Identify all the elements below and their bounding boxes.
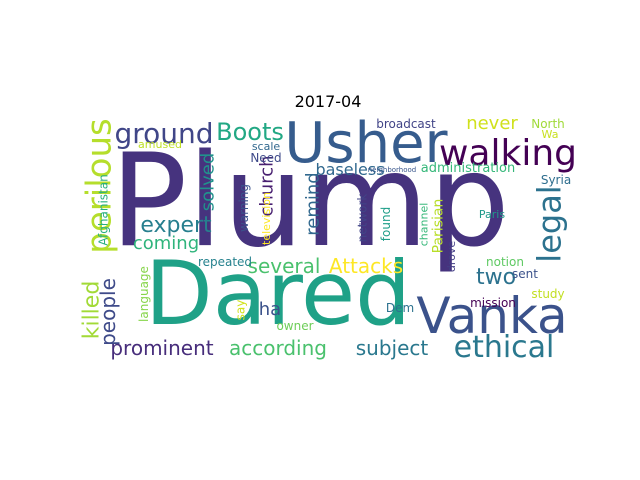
cloud-word: owner [276, 319, 314, 333]
cloud-word: amused [138, 137, 182, 151]
cloud-word: Plump [110, 127, 510, 276]
cloud-word: prominent [110, 336, 214, 360]
cloud-word: scale [251, 139, 281, 153]
cloud-word: never [466, 116, 518, 134]
cloud-word: remind [302, 172, 324, 236]
cloud-word: North [531, 117, 565, 131]
cloud-word: Syria [540, 173, 572, 187]
cloud-word: Usher [284, 116, 448, 176]
cloud-word: walking [438, 133, 576, 174]
cloud-word: drove [445, 240, 459, 272]
cloud-word: Vanka [416, 287, 568, 345]
cloud-word: Boots [216, 118, 284, 146]
cloud-word: Need [250, 151, 282, 165]
cloud-word: ethical [453, 330, 555, 364]
cloud-word: Dem [385, 301, 415, 315]
cloud-word: subject [355, 336, 429, 360]
word-cloud: Plump Dared Usher Vanka walking ethical perilo… [80, 116, 576, 364]
cloud-word: television [259, 191, 273, 245]
cloud-word: sent [512, 267, 538, 281]
cloud-word: Afghanistan [97, 174, 111, 246]
cloud-word: language [137, 266, 151, 322]
cloud-word: baseless [315, 160, 385, 179]
cloud-word: study [531, 287, 565, 301]
cloud-word: broadcast [376, 117, 436, 131]
cloud-word: found [379, 206, 393, 242]
cloud-word: several [247, 254, 321, 278]
cloud-word: according [229, 336, 327, 360]
cloud-word: Attacks [328, 254, 404, 278]
cloud-word: coming [132, 233, 200, 254]
cloud-word: people [96, 278, 121, 346]
cloud-word: Parisian [430, 198, 446, 254]
cloud-word: solved [196, 152, 218, 212]
cloud-word: repeated [197, 255, 253, 269]
cloud-word: network [354, 193, 369, 243]
cloud-word: warning [237, 183, 251, 233]
cloud-word: neighborhood [367, 165, 417, 174]
cloud-word: notion [486, 255, 524, 269]
cloud-word: Dared [145, 242, 411, 345]
cloud-word: ha [258, 299, 282, 320]
cloud-word: say [233, 299, 247, 321]
cloud-word: expert [140, 213, 212, 238]
cloud-word: channel [417, 202, 431, 246]
cloud-word: Wa [541, 127, 559, 141]
cloud-word: Paris [478, 207, 506, 221]
figure-title: 2017-04 [294, 92, 362, 111]
cloud-word: mission [470, 296, 516, 310]
cloud-word: administration [420, 160, 516, 176]
cloud-word: two [475, 265, 517, 290]
cloud-word: ground [114, 117, 214, 150]
cloud-word: legal [530, 185, 569, 263]
